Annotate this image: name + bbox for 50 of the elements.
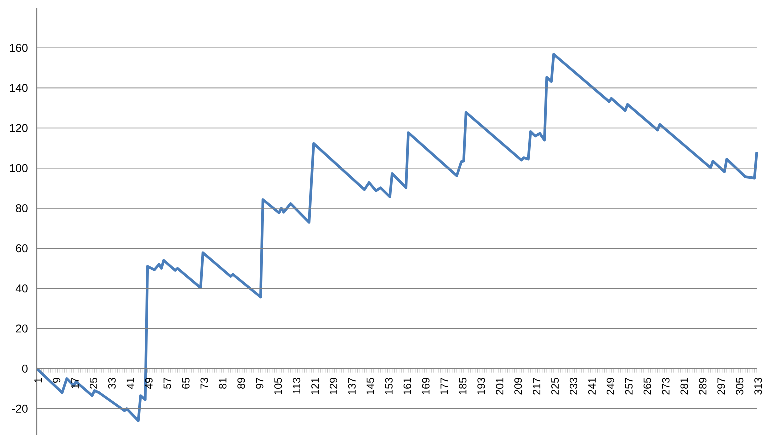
x-tick-label: 33	[108, 378, 116, 390]
y-tick-label: 40	[16, 284, 28, 293]
x-tick-label: 9	[53, 378, 61, 383]
x-tick-label: 169	[422, 378, 430, 395]
x-tick-label: 241	[588, 378, 596, 395]
y-tick-label: 60	[16, 244, 28, 253]
x-tick-label: 177	[440, 378, 448, 395]
x-tick-label: 305	[736, 378, 744, 395]
x-tick-label: 145	[366, 378, 374, 395]
x-tick-label: 1	[34, 378, 42, 383]
x-tick-label: 217	[533, 378, 541, 395]
x-tick-label: 225	[551, 378, 560, 395]
x-tick-label: 129	[330, 378, 338, 395]
x-tick-label: 73	[200, 378, 208, 389]
y-tick-label: 120	[10, 124, 28, 132]
x-tick-label: 113	[293, 378, 301, 394]
x-tick-label: 89	[238, 378, 246, 389]
x-tick-label: 209	[514, 378, 522, 395]
y-tick-label: 20	[16, 324, 28, 333]
x-tick-label: 297	[718, 378, 726, 395]
x-tick-label: 265	[644, 378, 652, 395]
x-tick-label: 153	[385, 378, 393, 395]
x-tick-label: 57	[164, 378, 172, 390]
y-tick-label: -20	[12, 404, 28, 413]
x-tick-label: 281	[680, 378, 688, 395]
y-tick-label: 160	[10, 44, 28, 52]
x-tick-label: 201	[496, 378, 504, 395]
x-tick-label: 17	[72, 378, 79, 389]
x-tick-label: 273	[662, 378, 670, 395]
x-tick-label: 81	[219, 378, 227, 389]
x-tick-label: 313	[754, 378, 762, 395]
y-tick-label: 140	[10, 84, 28, 92]
x-tick-label: 105	[274, 378, 282, 395]
y-tick-label: 100	[10, 164, 28, 172]
x-tick-label: 25	[90, 378, 98, 389]
x-tick-label: 249	[606, 378, 614, 395]
x-tick-label: 137	[348, 378, 356, 395]
x-tick-label: 49	[145, 378, 153, 390]
x-tick-label: 41	[126, 378, 134, 390]
x-tick-label: 289	[699, 378, 707, 395]
x-tick-label: 193	[478, 378, 486, 395]
x-tick-label: 65	[182, 378, 190, 389]
x-tick-label: 257	[625, 378, 633, 395]
x-tick-label: 97	[256, 378, 264, 389]
x-tick-label: 233	[570, 378, 578, 395]
x-tick-label: 161	[404, 378, 412, 395]
x-tick-label: 185	[459, 378, 467, 395]
x-tick-label: 121	[312, 378, 319, 395]
y-tick-label: 80	[16, 204, 28, 212]
y-tick-label: 0	[22, 364, 28, 373]
